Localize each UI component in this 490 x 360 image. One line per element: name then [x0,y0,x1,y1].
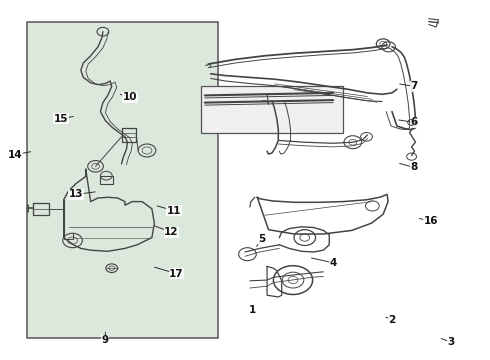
Bar [27,22,218,338]
Text: 14: 14 [7,150,22,160]
Text: 16: 16 [424,216,439,226]
Text: 10: 10 [122,92,137,102]
Text: 13: 13 [69,189,83,199]
Text: 9: 9 [102,335,109,345]
Text: 11: 11 [167,206,181,216]
Text: 8: 8 [411,162,417,172]
Text: 6: 6 [411,117,417,127]
Text: 5: 5 [259,234,266,244]
Text: 17: 17 [169,269,184,279]
Text: 4: 4 [329,258,337,268]
Text: 7: 7 [410,81,418,91]
Text: 1: 1 [249,305,256,315]
Text: 2: 2 [389,315,395,325]
Text: 12: 12 [164,227,179,237]
Text: 3: 3 [447,337,454,347]
Bar [201,86,343,133]
Text: 15: 15 [54,114,69,124]
